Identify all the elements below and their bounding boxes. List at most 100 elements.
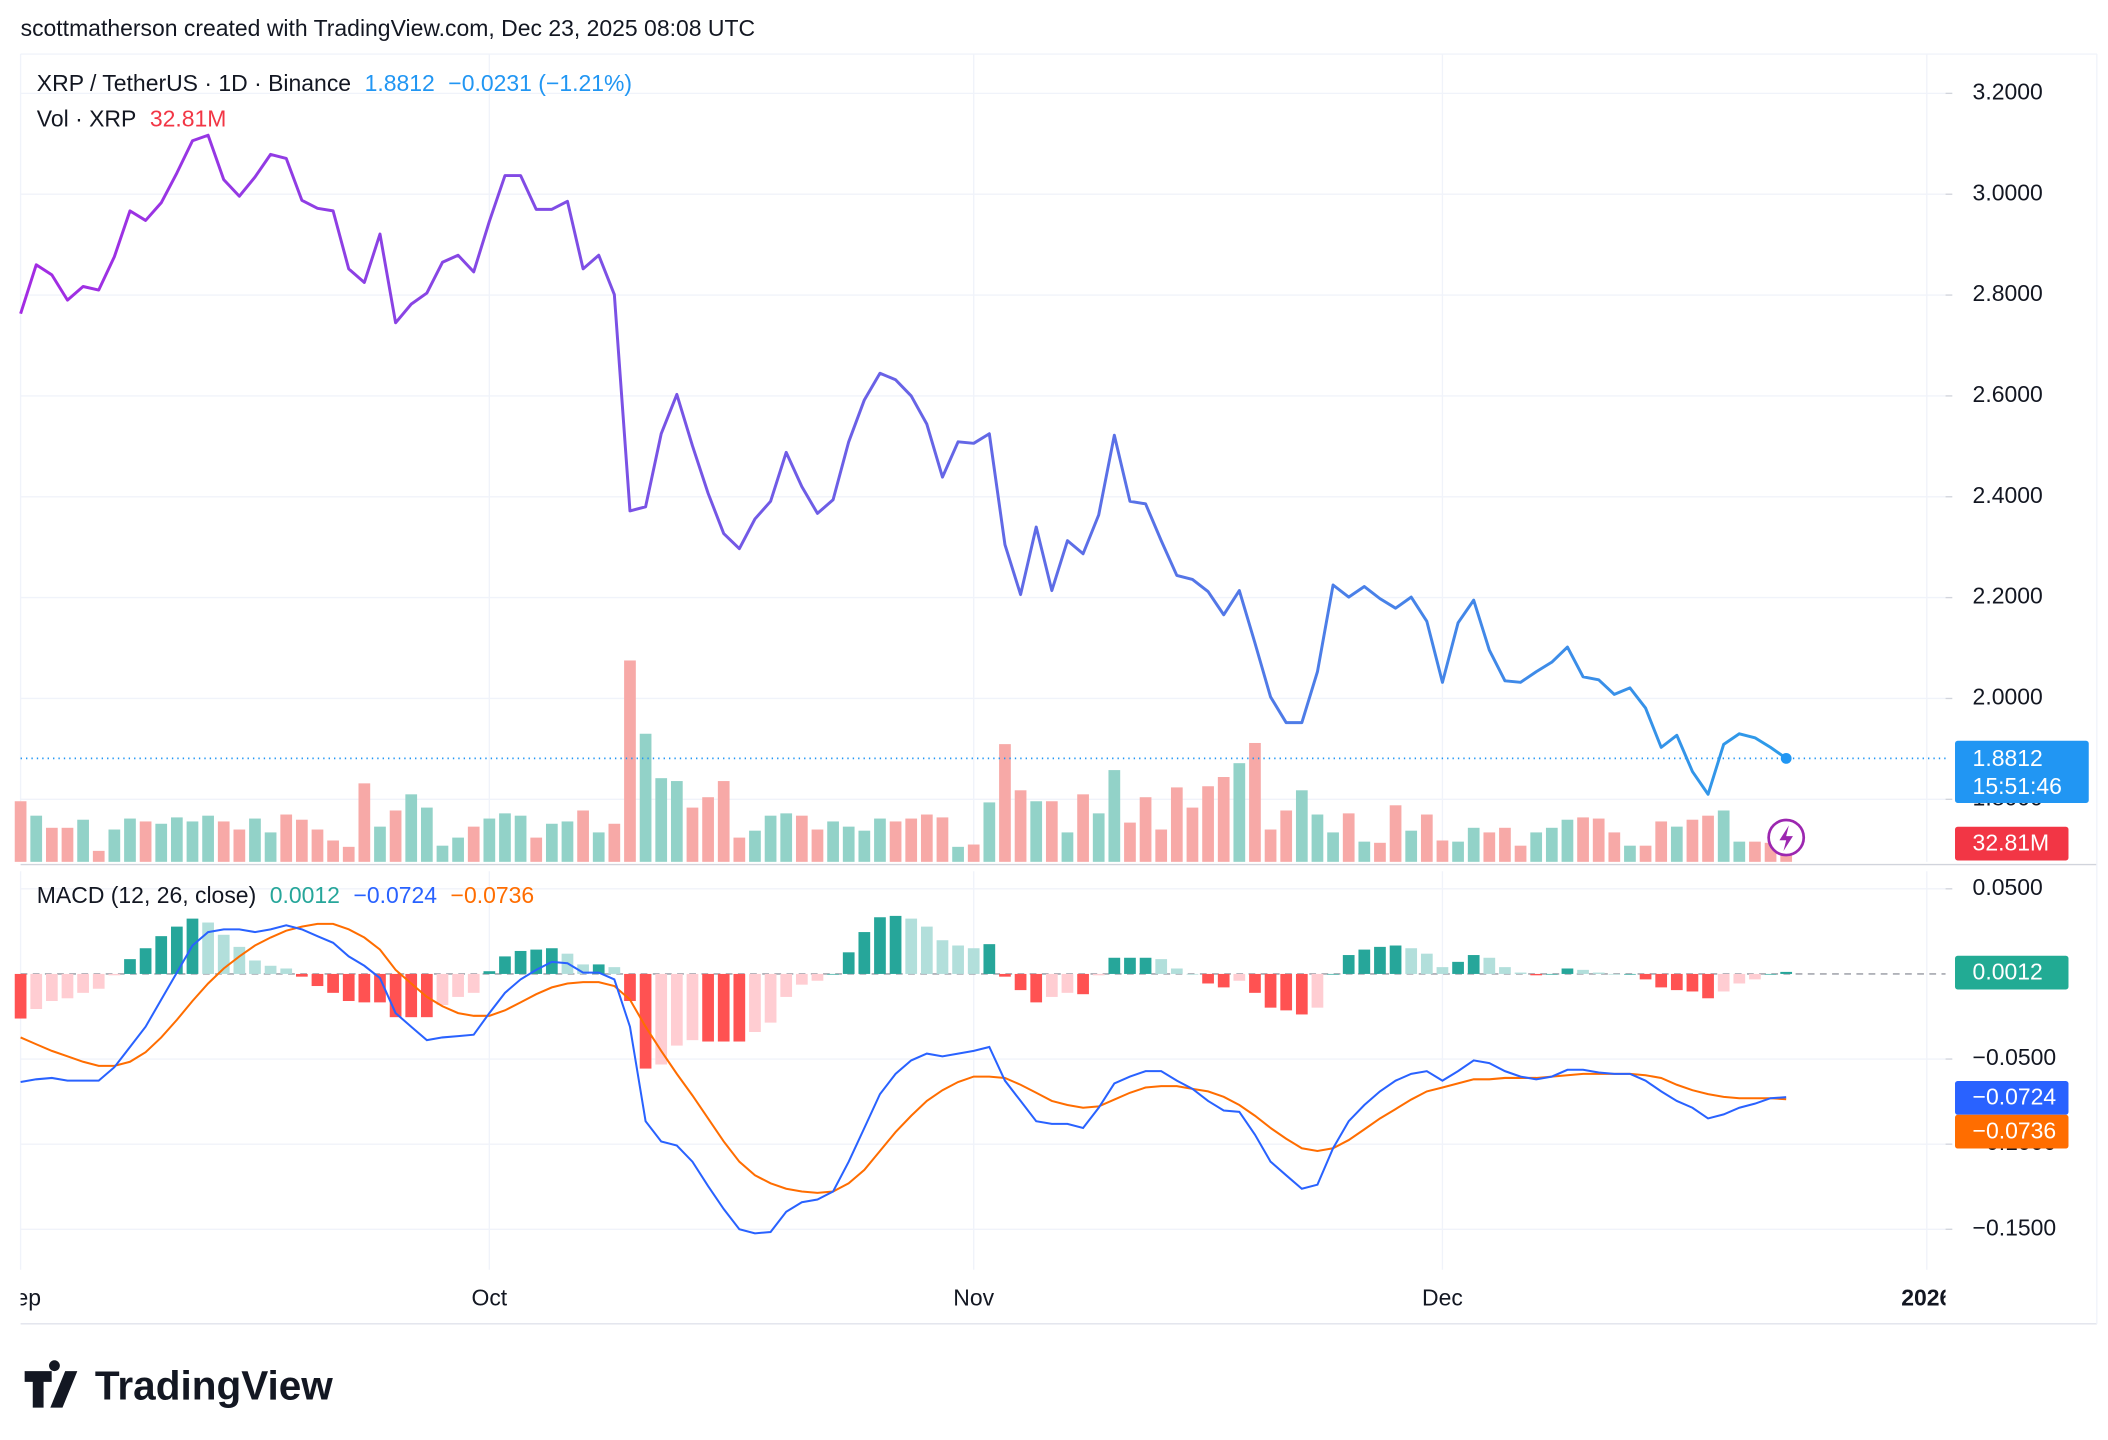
histogram-bar: [420, 973, 433, 1018]
volume-bar: [686, 807, 699, 862]
volume-bar: [655, 778, 668, 862]
volume-bar: [1155, 829, 1168, 862]
volume-bar: [842, 826, 855, 862]
y-tick-label: 2.8000: [1973, 280, 2043, 306]
legend-item: 1.8812: [365, 70, 435, 96]
volume-bar: [952, 846, 964, 862]
volume-bar: [1577, 817, 1589, 862]
y-tick-label: 2.0000: [1973, 684, 2043, 710]
volume-bar: [889, 821, 902, 862]
y-tick-label: 3.2000: [1973, 78, 2043, 104]
volume-bar: [1014, 790, 1027, 862]
volume-bar: [280, 814, 293, 862]
y-tick-label: 2.4000: [1973, 482, 2043, 508]
alert-icon-bolt: [1779, 825, 1793, 852]
histogram-bar: [999, 973, 1011, 977]
volume-bar: [92, 850, 105, 862]
volume-bar: [264, 832, 277, 862]
histogram-bar: [920, 926, 933, 974]
histogram-bar: [1420, 953, 1433, 974]
histogram-bar: [1202, 973, 1214, 984]
histogram-bar: [14, 973, 27, 1019]
legend-item: −0.0231 (−1.21%): [448, 70, 632, 96]
histogram-bar: [1436, 967, 1449, 974]
histogram-bar: [1452, 961, 1464, 974]
price-line: [19, 133, 1788, 796]
histogram-bar: [577, 964, 589, 974]
volume-bar: [1608, 832, 1621, 862]
volume-bar: [1342, 813, 1355, 862]
histogram-bar: [1624, 973, 1636, 975]
histogram-bar: [858, 932, 871, 974]
histogram-bar: [967, 948, 980, 974]
legend-item: −0.0736: [451, 882, 535, 908]
volume-bar: [592, 832, 605, 862]
volume-bar: [967, 844, 980, 862]
volume-bar: [733, 837, 746, 862]
volume-bar: [14, 801, 27, 862]
histogram-bar: [170, 926, 183, 974]
histogram-bar: [1217, 973, 1230, 988]
volume-bar: [702, 797, 714, 862]
volume-bar: [1624, 845, 1636, 862]
volume-bar: [936, 817, 949, 862]
histogram-bar: [764, 973, 777, 1023]
histogram-bar: [702, 973, 714, 1042]
legend-item: MACD (12, 26, close): [37, 882, 256, 908]
volume-bar: [780, 813, 793, 862]
y-tick-label: −0.0500: [1973, 1044, 2057, 1070]
histogram-bar: [1577, 969, 1589, 974]
legend-item: 0.0012: [270, 882, 340, 908]
histogram-bar: [608, 967, 621, 974]
volume-bar: [436, 845, 449, 862]
volume-bar: [1686, 819, 1699, 862]
macd-tag-label: −0.0724: [1973, 1084, 2057, 1110]
volume-bar: [1108, 770, 1121, 862]
histogram-bar: [1467, 955, 1480, 974]
legend-item: Vol · XRP: [37, 105, 137, 131]
histogram-bar: [1358, 949, 1371, 974]
volume-bar: [61, 827, 74, 862]
volume-bar: [1702, 815, 1714, 862]
volume-bar: [1467, 827, 1480, 862]
histogram-bar: [1499, 967, 1511, 974]
volume-bar: [1545, 827, 1558, 862]
histogram-bar: [1686, 973, 1699, 992]
histogram-bar: [327, 973, 339, 993]
histogram-bar: [499, 956, 511, 974]
histogram-bar: [30, 973, 43, 1010]
volume-bar: [45, 827, 58, 862]
volume-bar: [467, 826, 480, 862]
volume-bar: [811, 829, 824, 862]
histogram-bar: [264, 965, 277, 974]
histogram-bar: [108, 973, 121, 976]
volume-bar: [452, 837, 464, 862]
histogram-bar: [1717, 973, 1730, 992]
volume-bar: [1295, 790, 1308, 862]
volume-bar: [874, 818, 886, 862]
legend-item: XRP / TetherUS · 1D · Binance: [37, 70, 351, 96]
histogram-bar: [217, 934, 230, 974]
volume-bar: [577, 810, 589, 862]
histogram-bar: [1405, 948, 1418, 974]
volume-bar: [608, 823, 621, 862]
histogram-bar: [530, 949, 543, 974]
last-price-dot: [1780, 752, 1792, 764]
histogram-bar: [202, 922, 214, 974]
volume-bar: [30, 815, 43, 862]
histogram-bar: [1108, 957, 1121, 974]
signal-tag-label: −0.0736: [1973, 1117, 2057, 1143]
histogram-bar: [1545, 973, 1558, 975]
histogram-bar: [1061, 973, 1074, 993]
histogram-bar: [61, 973, 74, 999]
histogram-bar: [1639, 973, 1652, 980]
histogram-bar: [1389, 945, 1402, 974]
volume-bar: [217, 821, 230, 862]
histogram-bar: [983, 944, 996, 974]
volume-bar: [1514, 845, 1527, 862]
volume-bar: [858, 830, 871, 862]
volume-bar: [1124, 822, 1136, 862]
volume-bar: [311, 829, 324, 862]
volume-bar: [905, 818, 918, 862]
